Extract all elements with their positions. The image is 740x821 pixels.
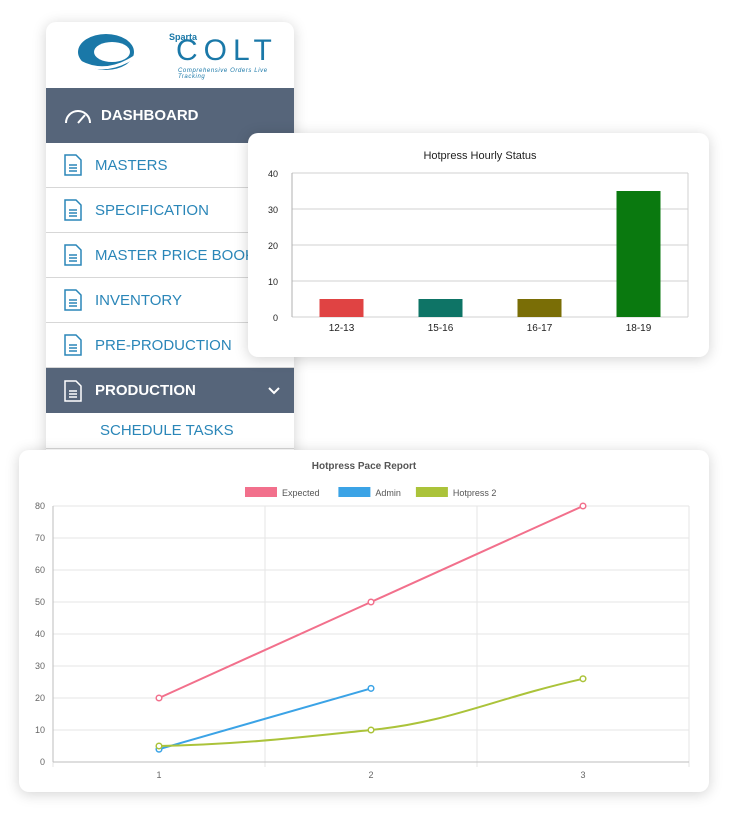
y-tick-label: 60 [35,565,45,575]
y-tick-label: 40 [268,169,278,179]
x-tick-label: 2 [368,770,373,780]
brand-tagline: Comprehensive Orders Live Tracking [178,68,268,80]
legend-swatch [245,487,277,497]
legend-swatch [338,487,371,497]
data-point [367,598,375,606]
sidebar-item-production[interactable]: PRODUCTION [46,368,294,413]
data-point [579,675,587,683]
sidebar-item-inventory[interactable]: INVENTORY [46,278,294,323]
sidebar-item-label: SPECIFICATION [95,201,209,219]
brand-logo[interactable]: Sparta COLT Comprehensive Orders Live Tr… [46,22,294,88]
y-tick-label: 10 [268,277,278,287]
sidebar-item-label: MASTER PRICE BOOK [95,246,256,264]
chevron-down-icon[interactable] [268,386,280,395]
x-tick-label: 15-16 [428,323,454,334]
nav-dashboard[interactable]: DASHBOARD [46,88,294,143]
hourly-status-chart: Hotpress Hourly Status 0 10 20 30 40 12-13 15-… [268,150,689,334]
legend-label: Hotpress 2 [453,488,497,498]
document-icon [64,379,82,402]
gauge-icon [65,109,91,124]
brand-small: Sparta [169,32,198,42]
y-tick-label: 0 [273,313,278,323]
data-point [367,684,375,692]
nav-dashboard-label: DASHBOARD [101,107,199,124]
legend-label: Expected [282,488,320,498]
document-icon [64,244,82,266]
x-tick-label: 3 [580,770,585,780]
document-icon [64,289,82,311]
y-tick-label: 40 [35,629,45,639]
data-point [579,502,587,510]
sidebar-subitem-schedule-tasks[interactable]: SCHEDULE TASKS [46,413,294,449]
y-tick-label: 30 [268,205,278,215]
sidebar-item-label: INVENTORY [95,291,182,309]
data-point [367,726,375,734]
y-tick-label: 10 [35,725,45,735]
x-tick-label: 12-13 [329,323,355,334]
bar [517,299,562,317]
y-tick-label: 0 [40,757,45,767]
y-tick-label: 20 [35,693,45,703]
pace-report-chart: Hotpress Pace Report Expected Admin Hotpre… [35,461,690,780]
y-tick-label: 70 [35,533,45,543]
y-tick-label: 50 [35,597,45,607]
document-icon [64,334,82,356]
y-tick-label: 80 [35,501,45,511]
data-point [155,742,163,750]
pace-report-card: Hotpress Pace Report Expected Admin Hotpre… [19,450,709,792]
bar [319,299,364,317]
hourly-status-card: Hotpress Hourly Status 0 10 20 30 40 12-13 15-… [248,133,709,357]
legend-swatch [415,487,448,497]
sidebar-item-specification[interactable]: SPECIFICATION [46,188,294,233]
legend-label: Admin [375,488,401,498]
x-tick-label: 1 [156,770,161,780]
document-icon [64,154,82,176]
document-icon [64,199,82,221]
x-tick-label: 16-17 [527,323,553,334]
data-point [155,694,163,702]
y-tick-label: 20 [268,241,278,251]
sidebar-item-pre-production[interactable]: PRE-PRODUCTION [46,323,294,368]
bar [418,299,463,317]
logo-swoosh-icon [78,34,137,70]
sidebar-item-masters[interactable]: MASTERS [46,143,294,188]
y-tick-label: 30 [35,661,45,671]
sidebar-subitem-label: SCHEDULE TASKS [100,422,234,439]
sidebar-item-label: PRODUCTION [95,382,196,399]
sidebar-item-label: MASTERS [95,156,168,174]
chart-title: Hotpress Hourly Status [423,150,537,162]
brand-name: COLT [176,34,278,67]
series-line [158,687,372,751]
sidebar-item-master-price-book[interactable]: MASTER PRICE BOOK [46,233,294,278]
chart-title: Hotpress Pace Report [312,461,417,472]
x-tick-label: 18-19 [626,323,652,334]
bar [616,191,661,317]
sidebar-item-label: PRE-PRODUCTION [95,336,232,354]
